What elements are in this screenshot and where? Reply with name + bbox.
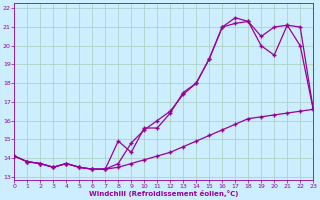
- X-axis label: Windchill (Refroidissement éolien,°C): Windchill (Refroidissement éolien,°C): [89, 190, 238, 197]
